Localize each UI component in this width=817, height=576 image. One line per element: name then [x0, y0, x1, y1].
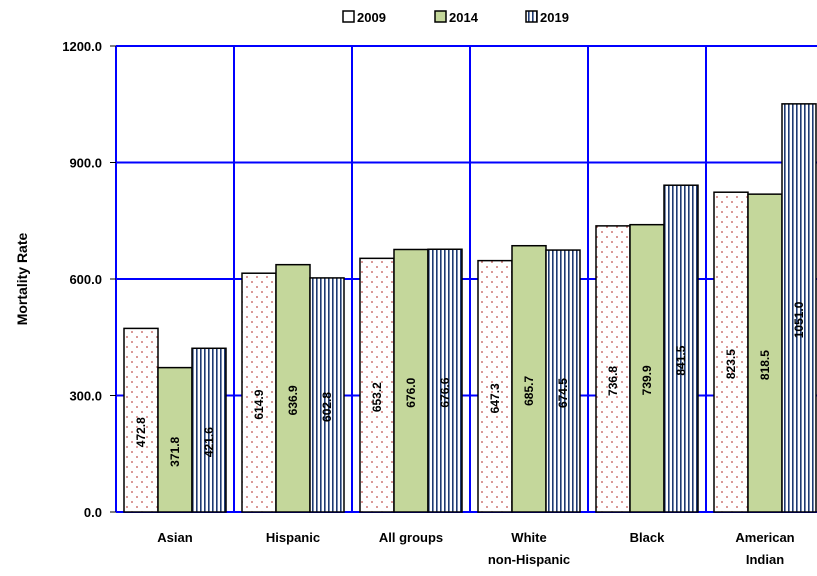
- category-label: Hispanic: [266, 530, 320, 545]
- legend: 2009 2014 2019: [342, 10, 569, 25]
- bar-value-label: 685.7: [522, 376, 536, 406]
- bar-value-label: 614.9: [252, 389, 266, 419]
- bar-value-label: 674.5: [556, 378, 570, 408]
- bar-2009: [713, 191, 749, 513]
- category-label: American: [735, 530, 794, 545]
- bar-2009: [241, 272, 277, 513]
- bar-2019: [781, 103, 817, 513]
- y-axis-label: Mortality Rate: [14, 233, 30, 326]
- bar-value-label: 818.5: [758, 350, 772, 380]
- bar-value-label: 1051.0: [792, 301, 806, 338]
- bar-2019: [545, 249, 581, 513]
- bar-2009: [123, 327, 159, 513]
- y-tick-label: 900.0: [69, 156, 102, 171]
- bar-2019: [191, 347, 227, 513]
- bar-2014: [275, 263, 311, 513]
- bar-2014: [629, 223, 665, 513]
- bar-value-label: 421.6: [202, 427, 216, 457]
- legend-swatch-2009: [342, 10, 355, 23]
- bar-value-label: 371.8: [168, 436, 182, 466]
- category-label: non-Hispanic: [488, 552, 570, 567]
- bar-value-label: 841.5: [674, 345, 688, 375]
- y-tick-label: 600.0: [69, 272, 102, 287]
- bar-value-label: 736.8: [606, 366, 620, 396]
- bar-2019: [427, 248, 463, 513]
- y-tick-label: 0.0: [84, 505, 102, 520]
- category-label: Black: [630, 530, 665, 545]
- bar-2009: [359, 257, 395, 513]
- bar-value-label: 602.8: [320, 392, 334, 422]
- bar-value-label: 676.0: [404, 377, 418, 407]
- category-label: Asian: [157, 530, 192, 545]
- bar-value-label: 676.6: [438, 377, 452, 407]
- bar-value-label: 472.8: [134, 417, 148, 447]
- legend-label-2019: 2019: [540, 10, 569, 25]
- bar-labels-layer: 472.8 371.8 421.6 614.9 636.9 602.8 653.2 676.0…: [134, 301, 806, 467]
- legend-label-2009: 2009: [357, 10, 386, 25]
- bar-value-label: 636.9: [286, 385, 300, 415]
- bar-2014: [157, 366, 193, 513]
- category-label: All groups: [379, 530, 443, 545]
- bar-2019: [663, 184, 699, 513]
- bar-2014: [511, 244, 547, 513]
- bar-value-label: 739.9: [640, 365, 654, 395]
- category-label: White: [511, 530, 546, 545]
- legend-swatch-2014: [434, 10, 447, 23]
- bars-layer: [123, 103, 817, 513]
- bar-2019: [309, 277, 345, 513]
- bar-value-label: 823.5: [724, 349, 738, 379]
- legend-label-2014: 2014: [449, 10, 479, 25]
- y-tick-label: 300.0: [69, 389, 102, 404]
- bar-2014: [747, 193, 783, 513]
- y-tick-label: 1200.0: [62, 39, 102, 54]
- axis-layer: 0.0 300.0 600.0 900.0 1200.0 Mortality Rate As…: [14, 39, 795, 567]
- bar-value-label: 647.3: [488, 383, 502, 413]
- bar-2009: [595, 225, 631, 513]
- bar-value-label: 653.2: [370, 382, 384, 412]
- legend-swatch-2019: [525, 10, 538, 23]
- category-label: Indian: [746, 552, 784, 567]
